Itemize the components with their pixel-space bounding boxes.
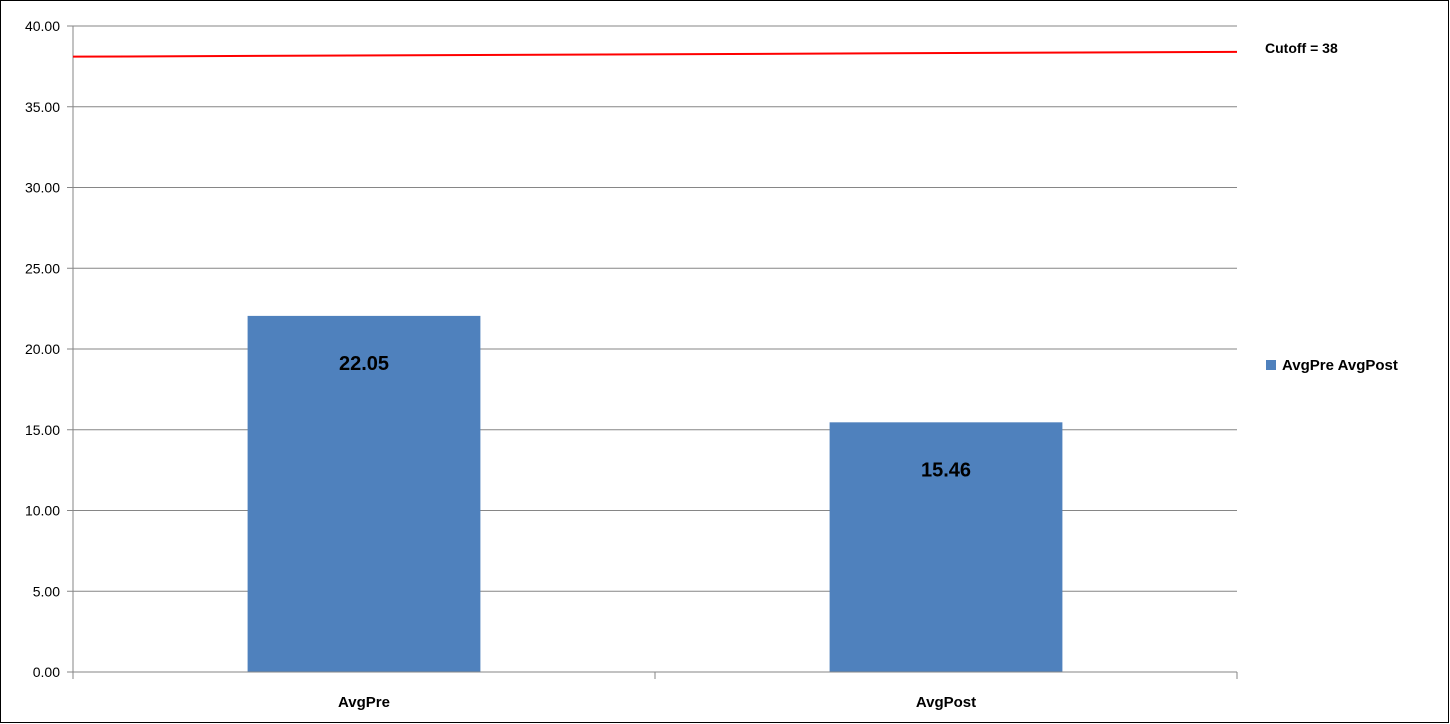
y-tick-label: 5.00 bbox=[33, 583, 60, 599]
legend-label: AvgPre AvgPost bbox=[1282, 357, 1398, 374]
y-tick-label: 25.00 bbox=[25, 260, 60, 276]
y-tick-label: 20.00 bbox=[25, 341, 60, 357]
reference-line-group: Cutoff = 38 bbox=[72, 40, 1338, 58]
bar bbox=[247, 315, 481, 672]
legend-swatch bbox=[1266, 360, 1276, 370]
data-label: 22.05 bbox=[339, 353, 389, 375]
y-tick-label: 35.00 bbox=[25, 99, 60, 115]
y-tick-label: 30.00 bbox=[25, 180, 60, 196]
y-tick-label: 40.00 bbox=[25, 18, 60, 34]
axes: 0.00 5.00 10.00 15.00 20.00 25.00 30.00 35.00 40… bbox=[25, 18, 1238, 711]
x-category-label: AvgPost bbox=[916, 694, 976, 711]
cutoff-label: Cutoff = 38 bbox=[1265, 40, 1338, 56]
legend: AvgPre AvgPost bbox=[1266, 357, 1398, 374]
bar bbox=[829, 422, 1063, 672]
y-tick-label: 0.00 bbox=[33, 664, 60, 680]
bars: 22.05 15.46 bbox=[247, 315, 1063, 672]
x-category-label: AvgPre bbox=[338, 694, 390, 711]
y-tick-label: 15.00 bbox=[25, 422, 60, 438]
y-tick-label: 10.00 bbox=[25, 503, 60, 519]
cutoff-line bbox=[72, 50, 1238, 58]
data-label: 15.46 bbox=[921, 459, 971, 481]
